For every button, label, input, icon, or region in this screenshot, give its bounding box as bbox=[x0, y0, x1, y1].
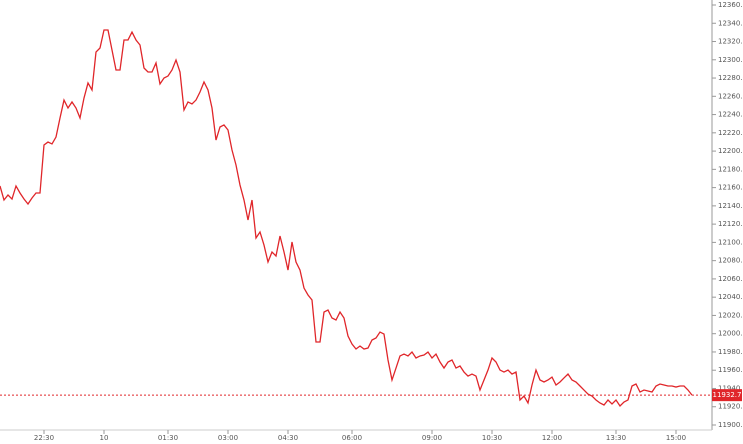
x-tick-label: 22:30 bbox=[34, 434, 54, 442]
x-tick-label: 06:00 bbox=[342, 434, 362, 442]
last-price-label: 11932.7 bbox=[713, 391, 742, 399]
y-tick-label: 12160.0 bbox=[718, 184, 743, 192]
y-tick-label: 11920.0 bbox=[718, 403, 743, 411]
y-tick-label: 12020.0 bbox=[718, 311, 743, 319]
y-tick-label: 11940.0 bbox=[718, 384, 743, 392]
y-tick-label: 12280.0 bbox=[718, 74, 743, 82]
y-tick-label: 12360.0 bbox=[718, 1, 743, 9]
x-tick-label: 13:30 bbox=[606, 434, 626, 442]
x-tick-label: 10:30 bbox=[482, 434, 502, 442]
y-tick-label: 11900.0 bbox=[718, 421, 743, 429]
price-line bbox=[0, 29, 693, 408]
y-tick-label: 12220.0 bbox=[718, 129, 743, 137]
x-tick-label: 15:00 bbox=[666, 434, 686, 442]
y-tick-label: 12060.0 bbox=[718, 275, 743, 283]
y-tick-label: 12320.0 bbox=[718, 38, 743, 46]
y-tick-label: 12180.0 bbox=[718, 165, 743, 173]
x-tick-label: 01:30 bbox=[158, 434, 178, 442]
last-price-tag bbox=[712, 389, 742, 402]
y-tick-label: 12080.0 bbox=[718, 257, 743, 265]
x-tick-label: 04:30 bbox=[278, 434, 298, 442]
y-tick-label: 12240.0 bbox=[718, 111, 743, 119]
y-tick-label: 12340.0 bbox=[718, 19, 743, 27]
y-tick-label: 12040.0 bbox=[718, 293, 743, 301]
y-tick-label: 12260.0 bbox=[718, 92, 743, 100]
y-tick-label: 12140.0 bbox=[718, 202, 743, 210]
y-tick-label: 11960.0 bbox=[718, 366, 743, 374]
x-tick-label: 10 bbox=[100, 434, 109, 442]
y-tick-label: 12000.0 bbox=[718, 330, 743, 338]
y-tick-label: 12300.0 bbox=[718, 56, 743, 64]
y-tick-label: 12200.0 bbox=[718, 147, 743, 155]
x-tick-label: 12:00 bbox=[542, 434, 562, 442]
y-tick-label: 12120.0 bbox=[718, 220, 743, 228]
y-tick-label: 11980.0 bbox=[718, 348, 743, 356]
x-tick-label: 09:00 bbox=[422, 434, 442, 442]
x-tick-label: 03:00 bbox=[218, 434, 238, 442]
y-tick-label: 12100.0 bbox=[718, 238, 743, 246]
